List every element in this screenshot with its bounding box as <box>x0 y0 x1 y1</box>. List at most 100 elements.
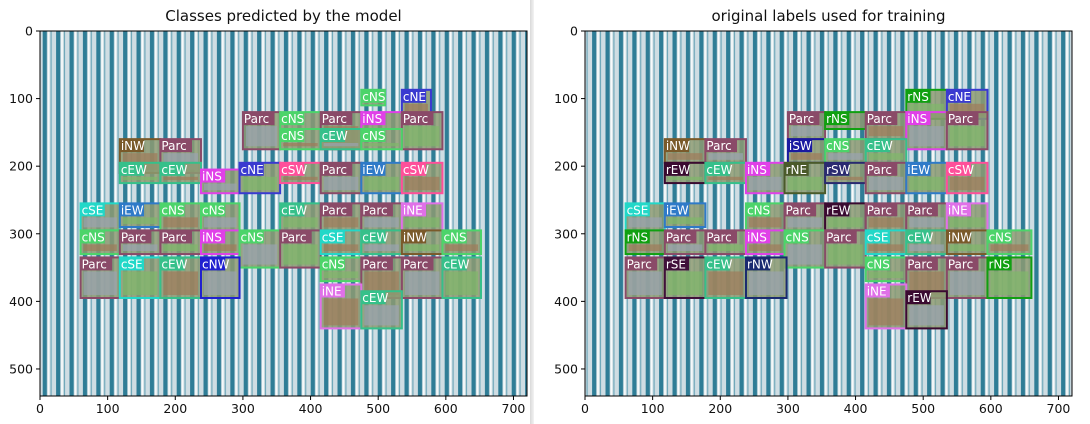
tile-detail <box>203 183 237 191</box>
box-label-background <box>705 139 737 153</box>
box-label: cSE <box>82 203 104 217</box>
tile-detail <box>748 244 782 252</box>
tile-detail <box>828 217 863 228</box>
box-label: cNS <box>826 139 849 153</box>
box-label-background <box>401 203 427 217</box>
box-label-background <box>705 162 730 176</box>
box-label-background <box>280 162 305 176</box>
box-label-background <box>865 230 890 244</box>
panel-2: original labels used for training rNS cNE P… <box>554 7 1073 416</box>
tile-detail <box>828 244 863 265</box>
tile-detail <box>364 217 399 228</box>
box-label: iEW <box>121 203 144 217</box>
tile-detail <box>790 126 823 137</box>
tile-detail <box>404 271 440 295</box>
tile-detail <box>708 153 743 160</box>
tile-detail <box>122 244 158 252</box>
box-label: rEW <box>826 203 851 217</box>
box-label-background <box>664 203 690 217</box>
tile-detail <box>787 244 823 265</box>
box-label-background <box>119 203 145 217</box>
tile-detail <box>949 217 985 228</box>
box-label-background <box>280 230 312 244</box>
tile-detail <box>667 153 703 160</box>
box-label-background <box>745 230 771 244</box>
box-label: cNS <box>747 203 770 217</box>
box-label: cNS <box>988 230 1011 244</box>
box-label-background <box>160 257 185 271</box>
tile-detail <box>404 176 440 191</box>
box-label-background <box>946 162 972 176</box>
tile-detail <box>323 298 359 326</box>
tile-detail <box>667 271 703 295</box>
box-label-background <box>361 162 386 176</box>
tile-detail <box>364 305 399 326</box>
box-label-background <box>320 203 353 217</box>
box-label: Parc <box>161 139 186 153</box>
tile-detail <box>868 153 904 160</box>
box-label: iNW <box>666 139 690 153</box>
tile-detail <box>83 244 117 252</box>
tile-detail <box>122 271 158 295</box>
box-label: cEW <box>161 163 187 177</box>
box-label: Parc <box>907 203 932 217</box>
box-label: iNW <box>948 230 972 244</box>
box-label: Parc <box>244 112 269 126</box>
box-label: cNS <box>362 90 385 104</box>
box-label-background <box>280 203 305 217</box>
y-tick-label: 500 <box>554 361 578 376</box>
tile-detail <box>203 271 237 295</box>
box-label: rNS <box>826 112 848 126</box>
y-tick-label: 100 <box>554 91 578 106</box>
axes-frame <box>39 30 528 397</box>
tile-detail <box>203 244 237 252</box>
box-label-background <box>906 230 931 244</box>
box-label-background <box>361 257 393 271</box>
tile-detail <box>242 176 278 191</box>
y-tick-label: 200 <box>9 159 33 174</box>
tile-detail <box>990 271 1029 295</box>
tile-detail <box>163 244 198 252</box>
x-tick-label: 500 <box>911 401 935 416</box>
box-label-background <box>625 203 650 217</box>
box-label-background <box>119 257 145 271</box>
box-label-background <box>401 89 427 103</box>
box-label: Parc <box>867 163 892 177</box>
box-label: Parc <box>907 257 932 271</box>
box-label-background <box>784 162 809 176</box>
box-label-background <box>946 257 979 271</box>
tile-detail <box>283 244 318 265</box>
box-label-background <box>361 230 386 244</box>
box-label: cNS <box>786 230 809 244</box>
box-label: cNS <box>161 203 184 217</box>
tile-detail <box>283 176 318 181</box>
box-label: Parc <box>322 163 347 177</box>
box-label-background <box>906 291 931 305</box>
box-label-background <box>361 89 386 103</box>
box-label-background <box>946 89 972 103</box>
box-label: rNS <box>627 230 649 244</box>
x-tick-label: 300 <box>776 401 800 416</box>
box-label: rNS <box>907 90 929 104</box>
tile-detail <box>628 244 662 252</box>
x-tick-label: 100 <box>641 401 665 416</box>
y-tick-label: 0 <box>25 24 33 39</box>
tile-detail <box>868 271 904 279</box>
tile-detail <box>404 126 440 147</box>
box-label-background <box>906 257 938 271</box>
x-tick-label: 200 <box>708 401 732 416</box>
tile-detail <box>868 126 904 137</box>
box-label-background <box>239 230 264 244</box>
box-label-background <box>625 257 658 271</box>
box-label: rNW <box>747 257 773 271</box>
box-label: iNS <box>362 112 382 126</box>
box-label-background <box>200 230 226 244</box>
tile-detail <box>868 176 904 191</box>
box-label: Parc <box>362 257 387 271</box>
x-tick-label: 700 <box>1047 401 1071 416</box>
y-tick-label: 200 <box>554 159 578 174</box>
box-label: Parc <box>706 139 731 153</box>
box-label-background <box>784 230 809 244</box>
box-label-background <box>906 112 931 126</box>
box-label: cNS <box>281 129 304 143</box>
